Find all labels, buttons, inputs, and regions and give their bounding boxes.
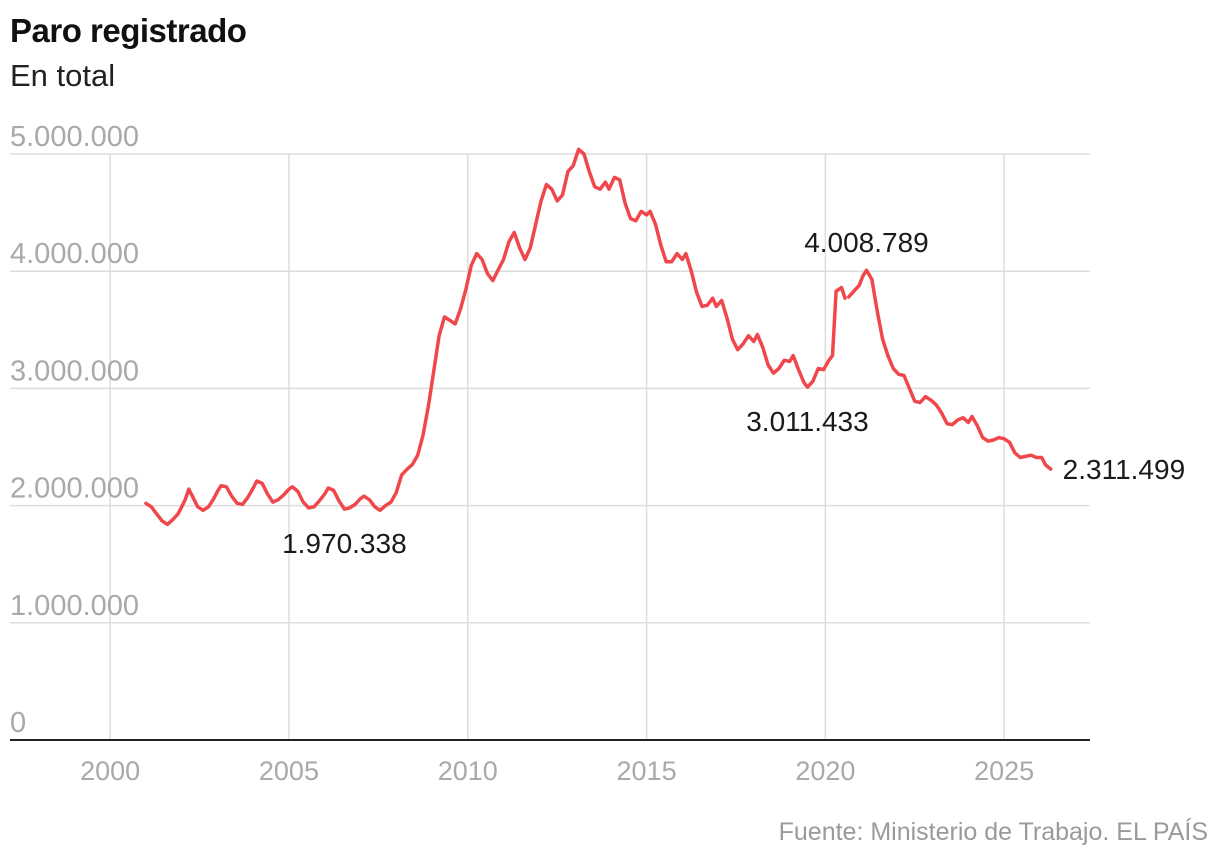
x-tick-label: 2000: [80, 756, 140, 786]
data-label: 1.970.338: [282, 528, 407, 559]
source-note: Fuente: Ministerio de Trabajo. EL PAÍS: [778, 818, 1208, 846]
chart-subtitle: En total: [10, 58, 116, 93]
x-tick-label: 2005: [259, 756, 319, 786]
y-tick-label: 3.000.000: [10, 355, 139, 387]
data-label: 2.311.499: [1063, 454, 1186, 485]
chart-title: Paro registrado: [10, 12, 247, 49]
data-label: 4.008.789: [804, 227, 929, 258]
y-tick-label: 5.000.000: [10, 121, 139, 153]
x-axis-ticks: 2000 2005 2010 2015 2020 2025: [80, 756, 1034, 786]
y-tick-label: 1.000.000: [10, 590, 139, 622]
y-tick-label: 0: [10, 707, 26, 739]
x-tick-label: 2010: [438, 756, 498, 786]
x-tick-label: 2020: [795, 756, 855, 786]
data-label: 3.011.433: [746, 406, 869, 437]
x-tick-label: 2025: [974, 756, 1034, 786]
series-layer: [144, 147, 1053, 527]
annotations: 1.970.338 4.008.789 3.011.433 2.311.499: [282, 227, 1185, 559]
y-tick-label: 4.000.000: [10, 238, 139, 270]
x-tick-label: 2015: [617, 756, 677, 786]
series-line: [144, 147, 1053, 527]
y-tick-label: 2.000.000: [10, 473, 139, 505]
gridlines: [10, 153, 1090, 741]
y-axis-ticks: 0 1.000.000 2.000.000 3.000.000 4.000.000 5.0…: [10, 121, 139, 739]
